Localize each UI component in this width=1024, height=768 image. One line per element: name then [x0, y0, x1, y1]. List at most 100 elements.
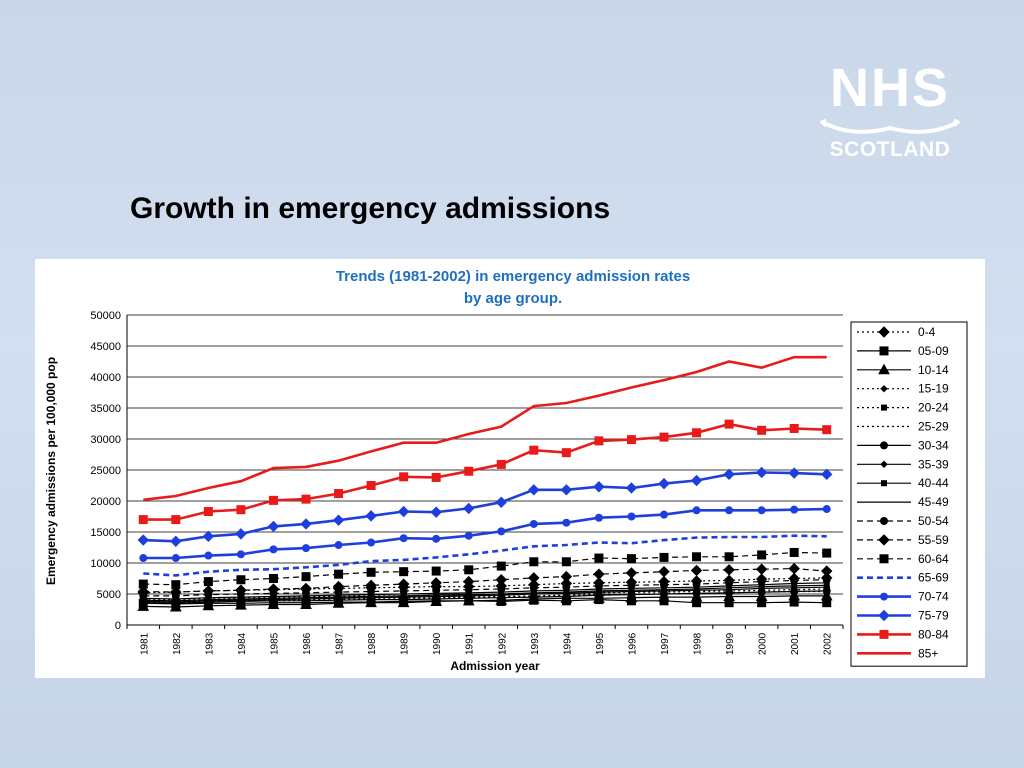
data-point: [789, 423, 799, 433]
legend-label: 35-39: [918, 457, 949, 471]
data-point: [723, 468, 735, 481]
data-point: [202, 530, 215, 543]
data-point: [562, 583, 571, 592]
data-point: [757, 425, 767, 435]
legend: 0-4 05-09 10-14 15-19 20-24 25-29 30-34 35-39 40…: [850, 321, 968, 667]
legend-item: 60-64: [857, 552, 949, 566]
data-point: [430, 577, 442, 589]
data-point: [660, 510, 668, 519]
data-point: [235, 528, 247, 540]
series-60-64: [138, 547, 832, 590]
data-point: [790, 505, 799, 514]
data-point: [822, 548, 832, 558]
legend-marker: [880, 517, 888, 525]
data-point: [301, 494, 311, 504]
legend-item: 85+: [857, 646, 938, 660]
data-point: [463, 502, 475, 515]
data-point: [463, 575, 475, 588]
logo-scotland-text: SCOTLAND: [829, 138, 951, 161]
legend-label: 0-4: [918, 325, 936, 339]
data-point: [561, 557, 571, 567]
data-point: [528, 484, 540, 496]
legend-marker: [881, 480, 887, 487]
data-point: [821, 565, 833, 577]
data-point: [137, 534, 149, 546]
data-point: [562, 518, 571, 527]
data-point: [495, 496, 507, 508]
data-point: [627, 581, 636, 590]
data-point: [725, 578, 734, 587]
logo-wave-icon: [819, 118, 961, 134]
data-point: [757, 506, 766, 515]
series-line: [143, 595, 827, 608]
data-point: [529, 557, 539, 567]
series-75-79: [137, 466, 833, 548]
series-line: [143, 422, 827, 521]
data-point: [690, 474, 703, 487]
data-point: [399, 534, 408, 543]
data-point: [822, 575, 831, 584]
data-point: [496, 459, 506, 469]
data-point: [399, 472, 409, 482]
data-point: [430, 506, 442, 518]
data-point: [464, 565, 474, 575]
data-point: [593, 481, 605, 493]
data-point: [821, 468, 833, 481]
series-line: [143, 355, 827, 502]
y-tick-label: 15000: [90, 527, 121, 539]
legend-label: 20-24: [918, 401, 949, 415]
data-point: [789, 547, 799, 557]
legend-item: 10-14: [857, 363, 949, 377]
data-point: [138, 579, 148, 589]
series-70-74: [139, 505, 831, 563]
legend-item: 80-84: [857, 627, 949, 641]
data-point: [723, 564, 735, 576]
legend-item: 40-44: [857, 476, 949, 490]
legend-item: 75-79: [857, 609, 949, 623]
legend-marker: [879, 629, 889, 639]
data-point: [626, 554, 636, 564]
data-point: [660, 580, 668, 589]
data-point: [366, 481, 376, 490]
data-point: [171, 554, 180, 563]
x-tick-label: 1988: [367, 632, 378, 655]
data-point: [625, 482, 638, 494]
data-point: [268, 574, 278, 583]
data-point: [366, 567, 376, 577]
data-point: [626, 435, 636, 445]
legend-label: 10-14: [918, 363, 949, 377]
x-tick-label: 1994: [562, 632, 573, 655]
data-point: [529, 583, 538, 592]
x-tick-label: 1984: [237, 632, 248, 655]
data-point: [334, 489, 344, 499]
data-point: [658, 565, 670, 578]
series-group: [137, 355, 833, 612]
legend-item: 50-54: [857, 514, 949, 528]
y-tick-label: 0: [115, 620, 121, 632]
data-point: [820, 589, 833, 601]
series-line: [143, 584, 827, 602]
series-line: [143, 577, 827, 594]
data-point: [300, 582, 312, 595]
data-point: [397, 578, 410, 590]
data-point: [138, 515, 148, 525]
data-point: [334, 569, 344, 579]
data-point: [365, 510, 377, 522]
data-point: [594, 581, 603, 590]
data-point: [464, 531, 473, 540]
legend-label: 60-64: [918, 552, 949, 566]
data-point: [236, 505, 246, 515]
data-point: [431, 566, 441, 576]
data-point: [755, 466, 768, 479]
data-point: [268, 495, 278, 505]
data-point: [267, 520, 280, 533]
data-point: [203, 577, 213, 587]
data-point: [204, 551, 213, 560]
data-point: [269, 545, 278, 554]
data-point: [267, 583, 280, 595]
data-point: [594, 553, 604, 563]
series-line: [143, 507, 827, 560]
x-tick-label: 1997: [660, 632, 671, 655]
series-line: [143, 586, 827, 603]
y-tick-label: 40000: [90, 372, 121, 384]
